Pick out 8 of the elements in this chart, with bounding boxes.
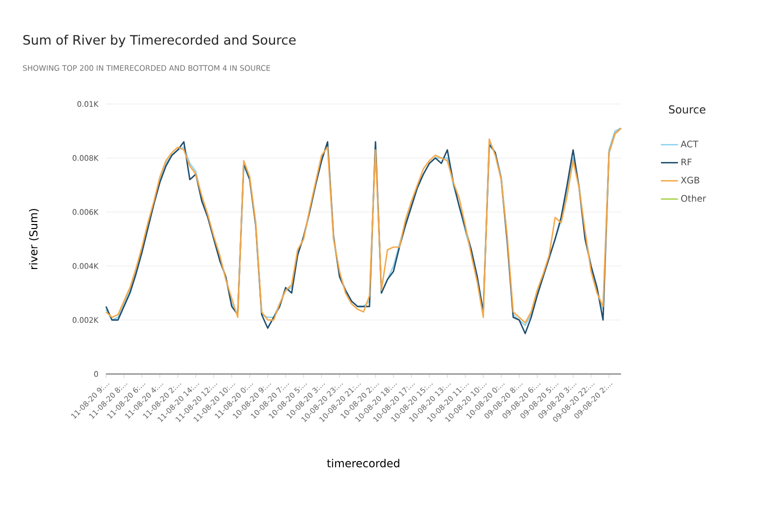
- chart-title: Sum of River by Timerecorded and Source: [23, 34, 296, 48]
- legend-label: XGB: [680, 176, 700, 184]
- legend-title: Source: [669, 105, 706, 114]
- legend-label: RF: [682, 158, 692, 166]
- x-axis-title: timerecorded: [327, 458, 400, 468]
- y-axis-title: river (Sum): [29, 209, 39, 269]
- legend-label: Other: [681, 194, 706, 202]
- legend-label: ACT: [680, 140, 698, 148]
